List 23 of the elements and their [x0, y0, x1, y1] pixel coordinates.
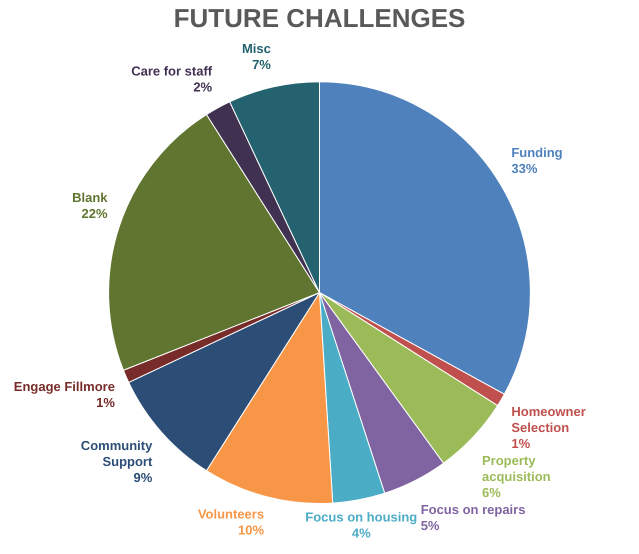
slice-label: Volunteers [198, 506, 264, 522]
slice-label: Engage Fillmore [14, 379, 115, 394]
data-label: 22% [81, 206, 108, 221]
data-label: 6% [482, 485, 502, 500]
chart-title: FUTURE CHALLENGES [174, 2, 466, 33]
slice-label: Focus on repairs [420, 502, 526, 518]
slice-label: Blank [72, 190, 108, 205]
data-label: 9% [134, 470, 153, 486]
slice-label: Focus on housing [305, 510, 418, 525]
slice-label: Community Support [80, 438, 154, 470]
data-label: 2% [193, 79, 213, 94]
data-label: 5% [420, 518, 440, 534]
slice-label: Property acquisition [482, 453, 551, 484]
data-label: 33% [511, 161, 538, 176]
slice-label: Care for staff [131, 63, 213, 78]
data-label: 10% [238, 522, 264, 538]
slice-label: Funding [511, 145, 563, 160]
slice-label: Homeowner Selection [511, 404, 586, 436]
data-label: 1% [96, 395, 116, 410]
data-label: 1% [511, 436, 531, 452]
data-label: 7% [252, 57, 272, 72]
slice-label: Misc [242, 41, 271, 56]
data-label: 4% [352, 526, 372, 541]
